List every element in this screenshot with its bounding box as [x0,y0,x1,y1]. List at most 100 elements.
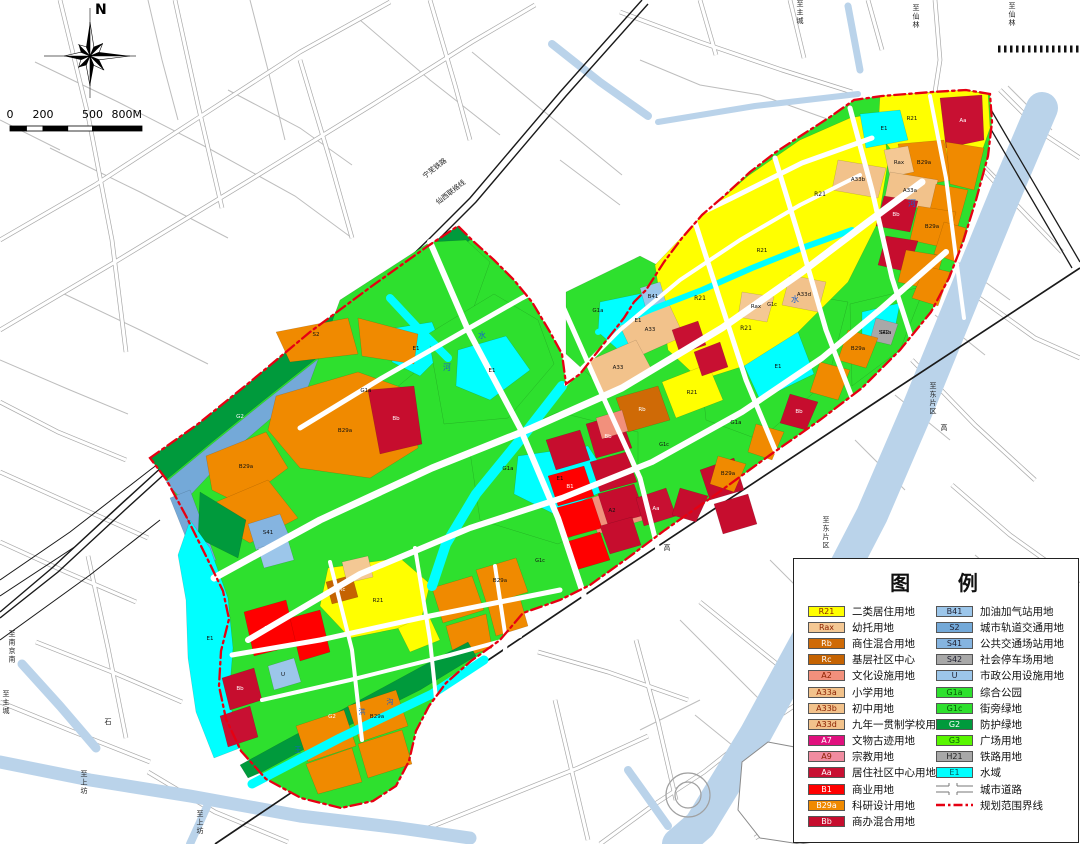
svg-text:至上坊: 至上坊 [81,770,88,795]
legend-label: 基层社区中心 [852,654,915,667]
svg-text:Rax: Rax [894,160,905,166]
legend-row: Rb 商住混合用地 [808,635,936,651]
legend-swatch-A9: A9 [808,751,845,763]
legend-row: 城市道路 [936,781,1076,797]
legend-swatch-A33d: A33d [808,718,845,730]
legend-row: B29a 科研设计用地 [808,797,936,813]
scale-tick: 500 [82,108,103,121]
legend-row: S42 社会停车场用地 [936,652,1076,668]
svg-text:R21: R21 [814,191,826,198]
parcel-B29a [275,317,359,363]
svg-text:G2: G2 [328,714,336,720]
parcel-B29a [945,141,985,191]
svg-text:E1: E1 [413,346,420,352]
svg-text:G1a: G1a [502,466,513,472]
svg-text:B29a: B29a [493,578,507,584]
legend-row: Bb 商办混合用地 [808,813,936,829]
legend-label: 市政公用设施用地 [980,670,1064,683]
legend-label: 公共交通场站用地 [980,637,1064,650]
parcel-E1 [177,519,241,759]
svg-text:Rax: Rax [751,304,762,310]
svg-text:E1: E1 [489,368,496,374]
scale-tick: 800M [112,108,143,121]
legend-swatch-H21: H21 [936,751,973,763]
legend-swatch-G2: G2 [936,718,973,730]
svg-text:G1c: G1c [767,302,777,308]
svg-text:B29a: B29a [721,471,735,477]
legend-label: 科研设计用地 [852,799,915,812]
svg-text:至东片区: 至东片区 [823,516,830,550]
scale-bar: 0 200 500 800M [7,108,143,132]
legend-label: 商住混合用地 [852,637,915,650]
svg-text:A2: A2 [608,508,615,514]
legend-swatch-S2: S2 [936,621,973,633]
legend-label: 初中用地 [852,702,894,715]
legend-label: 二类居住用地 [852,605,915,618]
legend-swatch-G1c: G1c [936,702,973,714]
legend-row: H21 铁路用地 [936,749,1076,765]
svg-text:R21: R21 [757,248,768,254]
svg-text:R21: R21 [907,116,918,122]
svg-text:Rb: Rb [638,407,646,413]
legend-column-right: B41 加油加气站用地 S2 城市轨道交通用地 S41 公共交通场站用地 S42 社会停车场用… [936,603,1076,830]
legend-columns: R21 二类居住用地 Rax 幼托用地 Rb 商住混合用地 Rc 基层社区中心 A2 文化设施用地… [794,603,1078,830]
legend-row: B1 商业用地 [808,781,936,797]
legend-swatch-S41: S41 [936,637,973,649]
legend-row: G3 广场用地 [936,733,1076,749]
svg-text:A33a: A33a [903,188,917,194]
legend-title: 图 例 [890,571,982,595]
legend-swatch-G1a: G1a [936,686,973,698]
svg-text:洪: 洪 [359,707,366,716]
legend-label: 铁路用地 [980,751,1022,764]
legend-row: E1 水域 [936,765,1076,781]
legend-label: 加油加气站用地 [980,605,1054,618]
legend-label: 综合公园 [980,686,1022,699]
svg-text:高: 高 [941,423,948,432]
svg-text:B29a: B29a [370,714,384,720]
north-label: N [95,2,107,18]
legend-row: A7 文物古迹用地 [808,733,936,749]
svg-text:G1c: G1c [659,442,669,448]
compass-rose [44,8,136,98]
svg-text:至仙林: 至仙林 [913,4,920,29]
svg-text:Bb: Bb [604,434,612,440]
legend-label: 九年一贯制学校用地 [852,718,947,731]
svg-text:R21: R21 [373,598,384,604]
svg-text:B41: B41 [648,294,659,300]
svg-text:B29a: B29a [851,346,865,352]
svg-text:G1a: G1a [880,330,891,336]
svg-text:S42: S42 [879,330,890,336]
legend-label: 城市道路 [980,783,1022,796]
legend-swatch-U: U [936,670,973,682]
legend-swatch-G3: G3 [936,735,973,747]
svg-text:G1a: G1a [592,308,603,314]
parcel-G2 [197,491,247,559]
legend-swatch-R21: R21 [808,605,845,617]
legend-label: 商办混合用地 [852,816,915,829]
svg-text:B1: B1 [264,626,271,632]
svg-text:至东片区: 至东片区 [930,382,937,416]
svg-text:E1: E1 [635,318,642,324]
svg-text:R21: R21 [694,295,706,302]
legend-row: R21 二类居住用地 [808,603,936,619]
legend-label: 水域 [980,767,1001,780]
legend-swatch-B41: B41 [936,605,973,617]
legend-row: A33b 初中用地 [808,700,936,716]
legend-row: A2 文化设施用地 [808,668,936,684]
legend-swatch-B1: B1 [808,783,845,795]
svg-text:U: U [281,672,285,678]
svg-text:B29a: B29a [338,428,352,434]
legend-row: U 市政公用设施用地 [936,668,1076,684]
svg-text:至主城: 至主城 [3,690,10,715]
svg-text:E1: E1 [881,126,888,132]
svg-text:R21: R21 [740,325,752,332]
legend-row: G2 防护绿地 [936,716,1076,732]
parcel-B29a [357,729,413,779]
parcel-R21 [661,363,724,419]
parcel-Bb [545,429,591,471]
legend-swatch-B29a: B29a [808,799,845,811]
svg-text:G2: G2 [236,414,244,420]
svg-text:B1: B1 [566,484,573,490]
legend-label: 规划范围界线 [980,799,1043,812]
svg-text:石: 石 [105,718,112,726]
